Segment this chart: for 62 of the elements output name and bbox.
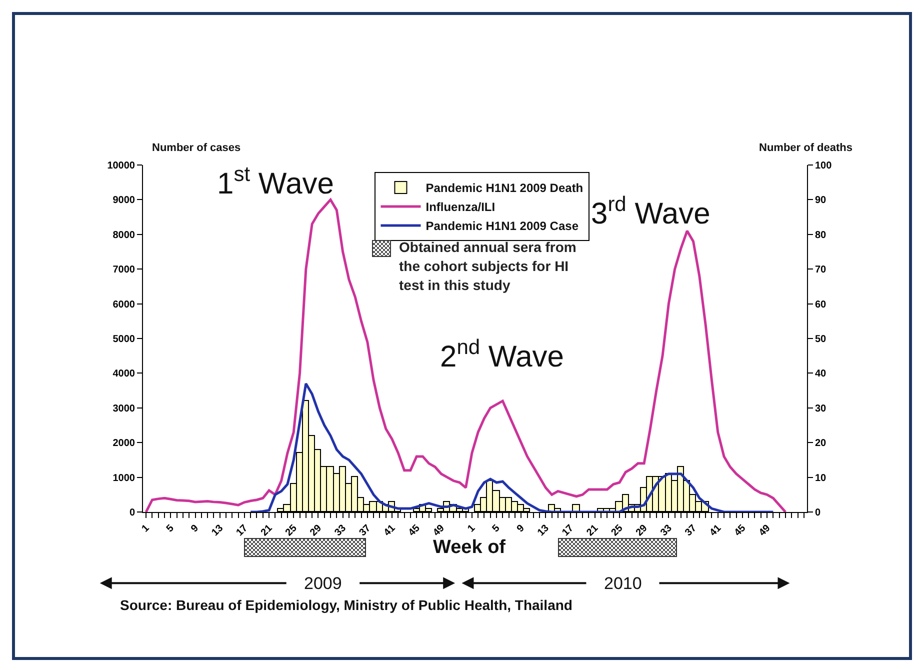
legend-label: Pandemic H1N1 2009 Death <box>426 181 584 196</box>
x-tick-label: 29 <box>634 522 650 539</box>
x-tick-label: 45 <box>406 522 423 539</box>
y-tick-label: 4000 <box>112 368 136 380</box>
y2-tick-label: 90 <box>815 195 827 206</box>
y-tick-label: 1000 <box>112 472 136 484</box>
y2-tick-label: 60 <box>815 299 827 310</box>
x-tick-label: 17 <box>560 522 576 539</box>
annotation: 3$^{rd}$ Wave <box>591 193 710 231</box>
x-tick-label: 49 <box>757 522 774 539</box>
y2-tick-label: 50 <box>815 334 827 345</box>
x-tick-label: 5 <box>490 522 502 535</box>
x-tick-label: 41 <box>708 522 724 539</box>
annotation: 2$^{nd}$ Wave <box>440 336 564 374</box>
x-tick-label: 25 <box>609 522 626 539</box>
x-axis-title: Week of <box>433 537 506 558</box>
y2-tick-label: 10 <box>815 472 827 484</box>
source-note: Source: Bureau of Epidemiology, Ministry of Public Health, Thailand <box>120 597 572 613</box>
y-axis-title: Number of cases <box>152 142 241 154</box>
x-tick-label: 17 <box>234 522 250 539</box>
x-tick-label: 49 <box>431 522 448 539</box>
x-tick-label: 25 <box>284 522 300 539</box>
x-tick-label: 33 <box>658 522 675 539</box>
x-tick-label: 9 <box>515 522 528 535</box>
y-tick-label: 2000 <box>112 438 136 450</box>
line-series <box>249 382 774 512</box>
x-tick-label: 13 <box>210 522 226 539</box>
legend-label: Influenza/ILI <box>426 200 496 214</box>
y-tick-label: 3000 <box>112 403 136 414</box>
x-tick-label: 37 <box>357 522 374 539</box>
x-tick-label: 41 <box>382 522 398 539</box>
x-tick-label: 37 <box>683 522 700 539</box>
x-tick-label: 21 <box>584 522 601 539</box>
y2-tick-label: 80 <box>815 230 827 241</box>
y-tick-label: 9000 <box>112 195 136 206</box>
x-tick-label: 13 <box>536 522 552 539</box>
y-tick-label: 10000 <box>107 160 136 172</box>
y2-tick-label: 30 <box>815 403 827 414</box>
y2-tick-label: 20 <box>815 438 827 450</box>
legend-label: Pandemic H1N1 2009 Case <box>426 219 579 234</box>
text: 2009 <box>304 574 342 593</box>
y2-tick-label: 40 <box>815 368 827 380</box>
x-tick-label: 1 <box>466 522 478 535</box>
y-tick-label: 0 <box>129 508 136 518</box>
x-tick-label: 21 <box>259 522 276 539</box>
x-tick-label: 45 <box>732 522 748 539</box>
y-tick-label: 7000 <box>112 264 136 276</box>
y-tick-label: 5000 <box>112 334 136 345</box>
x-tick-label: 29 <box>308 522 324 539</box>
annotation: Obtained annual sera from the cohort subjects for HI test in this study <box>399 238 578 295</box>
x-tick-label: 9 <box>189 522 202 535</box>
y2-tick-label: 70 <box>815 264 827 276</box>
x-tick-label: 1 <box>140 522 152 535</box>
y2-tick-label: 0 <box>815 508 821 518</box>
text: 2010 <box>604 574 642 593</box>
x-tick-label: 33 <box>332 522 349 539</box>
y2-tick-label: 100 <box>815 160 832 172</box>
y2-axis-title: Number of deaths <box>759 142 853 154</box>
y-tick-label: 8000 <box>112 230 136 241</box>
annotation: 1$^{st}$ Wave <box>217 163 334 201</box>
x-tick-label: 5 <box>164 522 177 535</box>
y-tick-label: 6000 <box>112 299 136 310</box>
